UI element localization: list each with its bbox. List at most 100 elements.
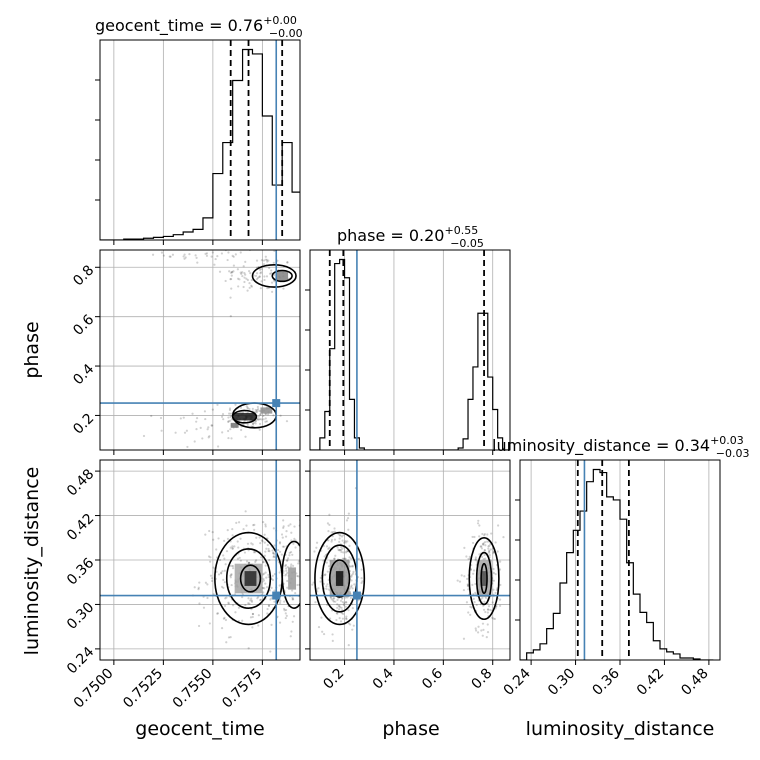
scatter-geocent-time-vs-luminosity-distance-point xyxy=(264,571,267,574)
scatter-geocent-time-vs-luminosity-distance-point xyxy=(252,551,256,554)
scatter-geocent-time-vs-phase-point xyxy=(249,272,252,275)
scatter-geocent-time-vs-luminosity-distance-point xyxy=(222,578,225,581)
scatter-geocent-time-vs-phase-point xyxy=(206,428,209,431)
scatter-geocent-time-vs-luminosity-distance-point xyxy=(209,560,212,563)
scatter-geocent-time-vs-luminosity-distance-point xyxy=(227,636,231,639)
scatter-geocent-time-vs-luminosity-distance-point xyxy=(193,586,196,589)
scatter-phase-vs-luminosity-distance-point xyxy=(478,553,481,556)
scatter-geocent-time-vs-phase-point xyxy=(231,271,234,274)
scatter-phase-vs-luminosity-distance-point xyxy=(331,599,335,602)
scatter-geocent-time-vs-luminosity-distance-point xyxy=(264,582,267,585)
hist-luminosity-distance-frame xyxy=(519,459,721,661)
scatter-geocent-time-vs-luminosity-distance-point xyxy=(285,573,288,576)
scatter-geocent-time-vs-phase-point xyxy=(228,412,231,415)
scatter-geocent-time-vs-luminosity-distance-point xyxy=(224,618,228,622)
scatter-geocent-time-vs-luminosity-distance-point xyxy=(269,650,272,653)
scatter-phase-vs-luminosity-distance-point xyxy=(340,535,344,538)
scatter-phase-vs-luminosity-distance-point xyxy=(486,533,489,536)
scatter-geocent-time-vs-luminosity-distance-point xyxy=(209,556,212,559)
title-geocent-time-main: geocent_time = 0.76 xyxy=(95,16,263,36)
scatter-geocent-time-vs-luminosity-distance-point xyxy=(286,571,289,574)
scatter-geocent-time-vs-luminosity-distance-point xyxy=(278,571,281,574)
scatter-geocent-time-vs-phase-point xyxy=(265,420,269,423)
scatter-geocent-time-vs-luminosity-distance-point xyxy=(289,523,292,526)
scatter-geocent-time-vs-phase-point xyxy=(229,315,232,318)
scatter-geocent-time-vs-phase-point xyxy=(220,252,224,255)
scatter-phase-vs-luminosity-distance-point xyxy=(478,524,481,527)
scatter-geocent-time-vs-luminosity-distance-point xyxy=(284,616,287,620)
hist-phase-step xyxy=(310,258,510,450)
scatter-geocent-time-vs-phase-point xyxy=(242,265,245,268)
scatter-geocent-time-vs-luminosity-distance-point xyxy=(303,659,305,661)
scatter-phase-vs-luminosity-distance-point xyxy=(325,587,328,590)
scatter-geocent-time-vs-luminosity-distance-point xyxy=(231,545,234,548)
title-geocent-time: geocent_time = 0.76+0.00 −0.00 xyxy=(95,14,303,40)
scatter-geocent-time-vs-luminosity-distance-point xyxy=(204,533,207,536)
scatter-geocent-time-vs-phase-point xyxy=(159,416,163,420)
scatter-geocent-time-vs-luminosity-distance-point xyxy=(283,609,286,612)
scatter-phase-vs-luminosity-distance-point xyxy=(473,535,476,539)
scatter-geocent-time-vs-phase-point xyxy=(263,275,266,278)
scatter-phase-vs-luminosity-distance-point xyxy=(345,550,348,553)
scatter-phase-vs-luminosity-distance-point xyxy=(499,604,502,607)
scatter-geocent-time-vs-phase-point xyxy=(266,413,270,416)
scatter-phase-vs-luminosity-distance-point xyxy=(479,545,482,548)
scatter-geocent-time-vs-luminosity-distance-point xyxy=(230,583,233,587)
scatter-geocent-time-vs-phase-point xyxy=(186,445,189,449)
scatter-phase-vs-luminosity-distance-point xyxy=(336,598,339,602)
scatter-phase-vs-luminosity-distance-point xyxy=(340,550,343,553)
scatter-phase-vs-luminosity-distance-point xyxy=(467,557,470,561)
scatter-phase-vs-luminosity-distance-point xyxy=(478,535,481,538)
scatter-geocent-time-vs-luminosity-distance-point xyxy=(268,559,271,562)
scatter-geocent-time-vs-phase-point xyxy=(236,268,239,271)
scatter-geocent-time-vs-luminosity-distance-point xyxy=(259,598,262,602)
scatter-phase-vs-luminosity-distance-point xyxy=(347,643,350,647)
scatter-geocent-time-vs-phase-point xyxy=(245,405,248,408)
scatter-geocent-time-vs-luminosity-distance-point xyxy=(236,557,239,560)
scatter-geocent-time-vs-luminosity-distance-point xyxy=(259,598,263,601)
scatter-phase-vs-luminosity-distance-point xyxy=(338,534,341,537)
scatter-geocent-time-vs-phase-point xyxy=(229,415,232,418)
scatter-geocent-time-vs-luminosity-distance-point xyxy=(282,525,285,528)
scatter-phase-vs-luminosity-distance-point xyxy=(342,602,346,605)
scatter-phase-vs-luminosity-distance-point xyxy=(331,639,334,643)
scatter-geocent-time-vs-luminosity-distance-point xyxy=(294,592,297,595)
scatter-geocent-time-vs-phase-point xyxy=(271,290,274,293)
scatter-geocent-time-vs-phase-point xyxy=(204,417,207,421)
scatter-geocent-time-vs-luminosity-distance-point xyxy=(292,542,295,545)
scatter-phase-vs-luminosity-distance-point xyxy=(333,530,336,533)
hist-phase-frame xyxy=(309,249,511,451)
scatter-phase-vs-luminosity-distance-point xyxy=(342,551,345,554)
scatter-geocent-time-vs-luminosity-distance-point xyxy=(258,536,261,539)
scatter-geocent-time-vs-phase-frame xyxy=(99,249,301,451)
scatter-geocent-time-vs-luminosity-distance-point xyxy=(233,545,236,548)
scatter-geocent-time-vs-phase-point xyxy=(248,407,251,411)
scatter-geocent-time-vs-luminosity-distance-point xyxy=(262,591,265,594)
scatter-geocent-time-vs-phase-point xyxy=(253,421,256,424)
scatter-phase-vs-luminosity-distance-point xyxy=(338,537,341,540)
scatter-geocent-time-vs-luminosity-distance-point xyxy=(229,576,232,579)
scatter-phase-vs-luminosity-distance-point xyxy=(333,557,336,561)
scatter-phase-vs-luminosity-distance-point xyxy=(351,607,354,610)
scatter-geocent-time-vs-phase-point xyxy=(210,424,214,427)
scatter-geocent-time-vs-luminosity-distance-point xyxy=(290,539,293,542)
scatter-geocent-time-vs-phase-point xyxy=(193,440,196,443)
hist-phase-bars xyxy=(310,250,510,450)
scatter-geocent-time-vs-phase-point xyxy=(199,426,202,429)
scatter-geocent-time-vs-luminosity-distance-point xyxy=(304,563,306,565)
scatter-geocent-time-vs-luminosity-distance-point xyxy=(249,599,252,602)
scatter-phase-vs-luminosity-distance-contour-4 xyxy=(475,551,493,606)
scatter-geocent-time-vs-phase-contour-3 xyxy=(271,269,293,283)
scatter-geocent-time-vs-luminosity-distance-point xyxy=(239,537,242,540)
scatter-phase-vs-luminosity-distance-point xyxy=(491,616,494,619)
scatter-geocent-time-vs-phase-point xyxy=(229,271,233,274)
scatter-phase-vs-luminosity-distance-point xyxy=(494,573,497,576)
scatter-phase-vs-luminosity-distance-point xyxy=(465,555,468,558)
scatter-geocent-time-vs-phase-point xyxy=(255,410,258,413)
scatter-geocent-time-vs-phase-point xyxy=(251,422,255,425)
scatter-geocent-time-vs-luminosity-distance-point xyxy=(238,556,241,559)
scatter-phase-vs-luminosity-distance-point xyxy=(493,617,496,621)
scatter-geocent-time-vs-luminosity-distance-point xyxy=(223,557,226,560)
scatter-phase-vs-luminosity-distance-point xyxy=(347,609,350,612)
scatter-geocent-time-vs-luminosity-distance-point xyxy=(247,602,250,605)
